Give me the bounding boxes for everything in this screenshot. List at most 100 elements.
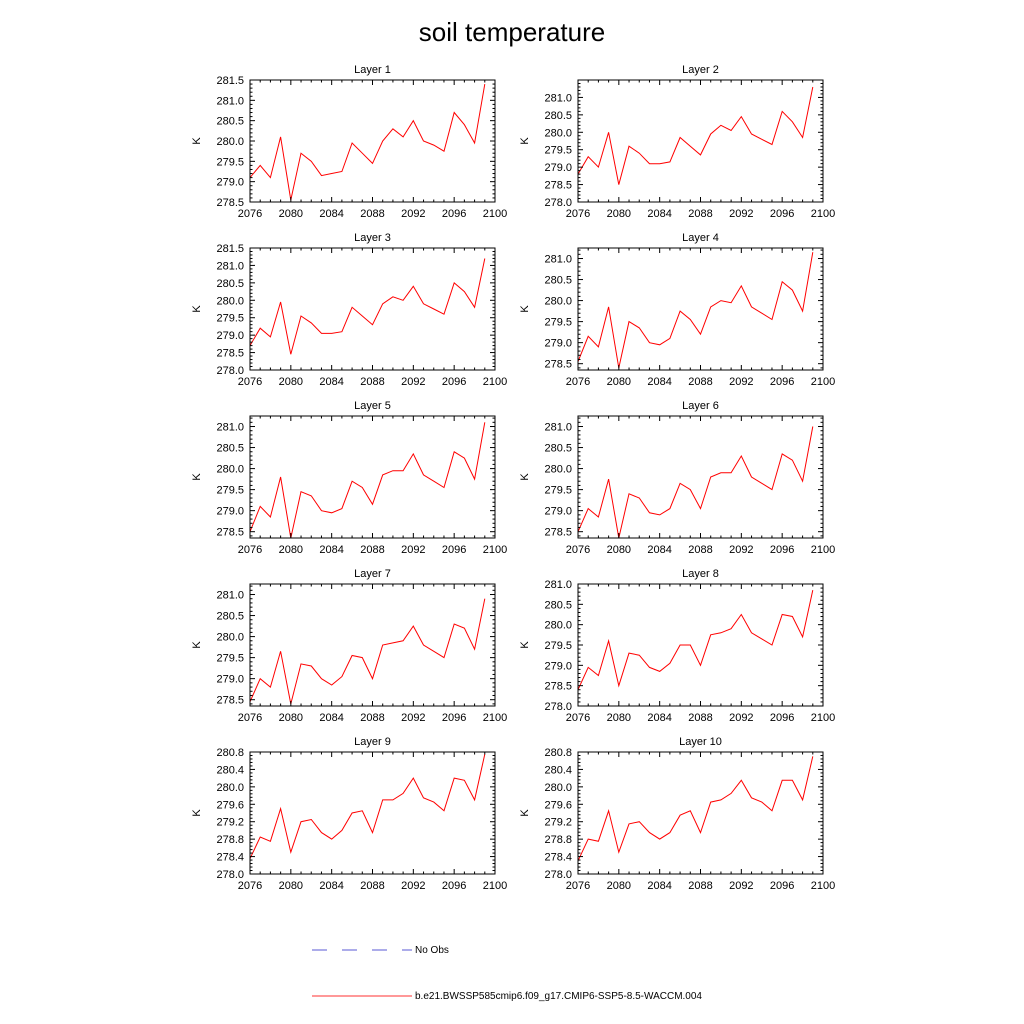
x-tick-label: 2076 [566,376,590,388]
x-tick-label: 2080 [279,376,303,388]
x-tick-label: 2096 [770,712,794,724]
x-tick-label: 2080 [607,880,631,892]
panel-title: Layer 6 [682,400,719,412]
x-tick-label: 2096 [770,880,794,892]
x-tick-label: 2088 [360,712,384,724]
y-axis-label: K [519,305,531,313]
series-line [578,756,814,862]
y-tick-label: 281.0 [544,254,572,266]
panel-title: Layer 3 [354,232,391,244]
y-tick-label: 281.0 [216,260,244,272]
x-tick-label: 2100 [811,544,835,556]
y-tick-label: 281.0 [544,579,572,591]
x-tick-label: 2076 [566,712,590,724]
x-tick-label: 2088 [360,208,384,220]
y-tick-label: 280.0 [544,782,572,794]
y-tick-label: 279.0 [216,674,244,686]
x-tick-label: 2076 [238,376,262,388]
x-tick-label: 2096 [442,376,466,388]
y-tick-label: 278.4 [544,852,572,864]
series-line [250,754,486,860]
y-tick-label: 279.0 [544,506,572,518]
y-tick-label: 280.0 [216,136,244,148]
y-tick-label: 279.5 [544,640,572,652]
y-tick-label: 278.5 [216,527,244,539]
chart-panel: 2076 2080 2084 2088 2092 2096 2100 278.5 279.0 27… [191,400,507,556]
x-tick-label: 2076 [566,880,590,892]
chart-panel: 2076 2080 2084 2088 2092 2096 2100 278.5 279.0 27… [519,400,835,556]
x-tick-label: 2084 [319,880,343,892]
x-tick-label: 2088 [360,376,384,388]
x-tick-label: 2100 [811,880,835,892]
y-tick-label: 279.5 [216,485,244,497]
y-tick-label: 281.0 [544,92,572,104]
y-tick-label: 279.0 [216,506,244,518]
x-tick-label: 2092 [729,712,753,724]
y-tick-label: 279.0 [216,177,244,189]
y-tick-label: 280.5 [216,116,244,128]
panel-title: Layer 7 [354,568,391,580]
y-tick-label: 279.2 [216,817,244,829]
x-tick-label: 2100 [811,712,835,724]
y-axis-label: K [191,137,203,145]
y-tick-label: 279.5 [216,313,244,325]
series-line [578,86,814,185]
y-axis-label: K [191,641,203,649]
plot-frame [249,415,496,539]
y-tick-label: 278.8 [544,834,572,846]
y-axis-label: K [519,641,531,649]
x-tick-label: 2080 [279,208,303,220]
y-tick-label: 281.0 [216,95,244,107]
chart-panel: 2076 2080 2084 2088 2092 2096 2100 278.5 279.0 27… [191,64,507,220]
x-tick-label: 2092 [401,544,425,556]
y-tick-label: 280.5 [544,275,572,287]
x-tick-label: 2092 [729,880,753,892]
x-tick-label: 2092 [401,376,425,388]
y-tick-label: 278.5 [544,180,572,192]
plot-frame [577,415,824,539]
y-tick-label: 278.5 [544,681,572,693]
x-tick-label: 2100 [483,880,507,892]
y-tick-label: 278.5 [216,348,244,360]
y-tick-label: 279.6 [216,799,244,811]
y-tick-label: 278.0 [216,869,244,881]
x-tick-label: 2100 [483,544,507,556]
y-tick-label: 279.0 [544,660,572,672]
x-tick-label: 2088 [360,880,384,892]
x-tick-label: 2080 [607,376,631,388]
y-tick-label: 279.5 [544,317,572,329]
y-tick-label: 278.0 [544,197,572,209]
x-tick-label: 2080 [279,880,303,892]
panel-title: Layer 5 [354,400,391,412]
y-tick-label: 280.5 [216,278,244,290]
series-line [578,426,814,538]
y-tick-label: 280.8 [216,747,244,759]
x-tick-label: 2092 [401,712,425,724]
plot-frame [249,583,496,707]
panel-title: Layer 4 [682,232,719,244]
y-tick-label: 279.5 [544,485,572,497]
x-tick-label: 2092 [729,208,753,220]
x-tick-label: 2076 [238,880,262,892]
x-tick-label: 2092 [401,208,425,220]
x-tick-label: 2100 [811,376,835,388]
y-tick-label: 280.0 [544,127,572,139]
x-tick-label: 2088 [688,712,712,724]
y-tick-label: 281.5 [216,243,244,255]
y-tick-label: 278.4 [216,852,244,864]
series-line [250,598,486,705]
plot-frame [577,79,824,203]
chart-panel: 2076 2080 2084 2088 2092 2096 2100 278.5 279.0 27… [191,568,507,724]
chart-panel: 2076 2080 2084 2088 2092 2096 2100 278.0 278.4 27… [519,736,835,892]
x-tick-label: 2096 [442,208,466,220]
x-tick-label: 2100 [483,376,507,388]
x-tick-label: 2084 [319,544,343,556]
x-tick-label: 2100 [483,208,507,220]
y-tick-label: 278.5 [216,197,244,209]
x-tick-label: 2092 [729,544,753,556]
y-axis-label: K [519,473,531,481]
y-tick-label: 281.5 [216,75,244,87]
x-tick-label: 2096 [770,544,794,556]
series-line [250,84,486,201]
